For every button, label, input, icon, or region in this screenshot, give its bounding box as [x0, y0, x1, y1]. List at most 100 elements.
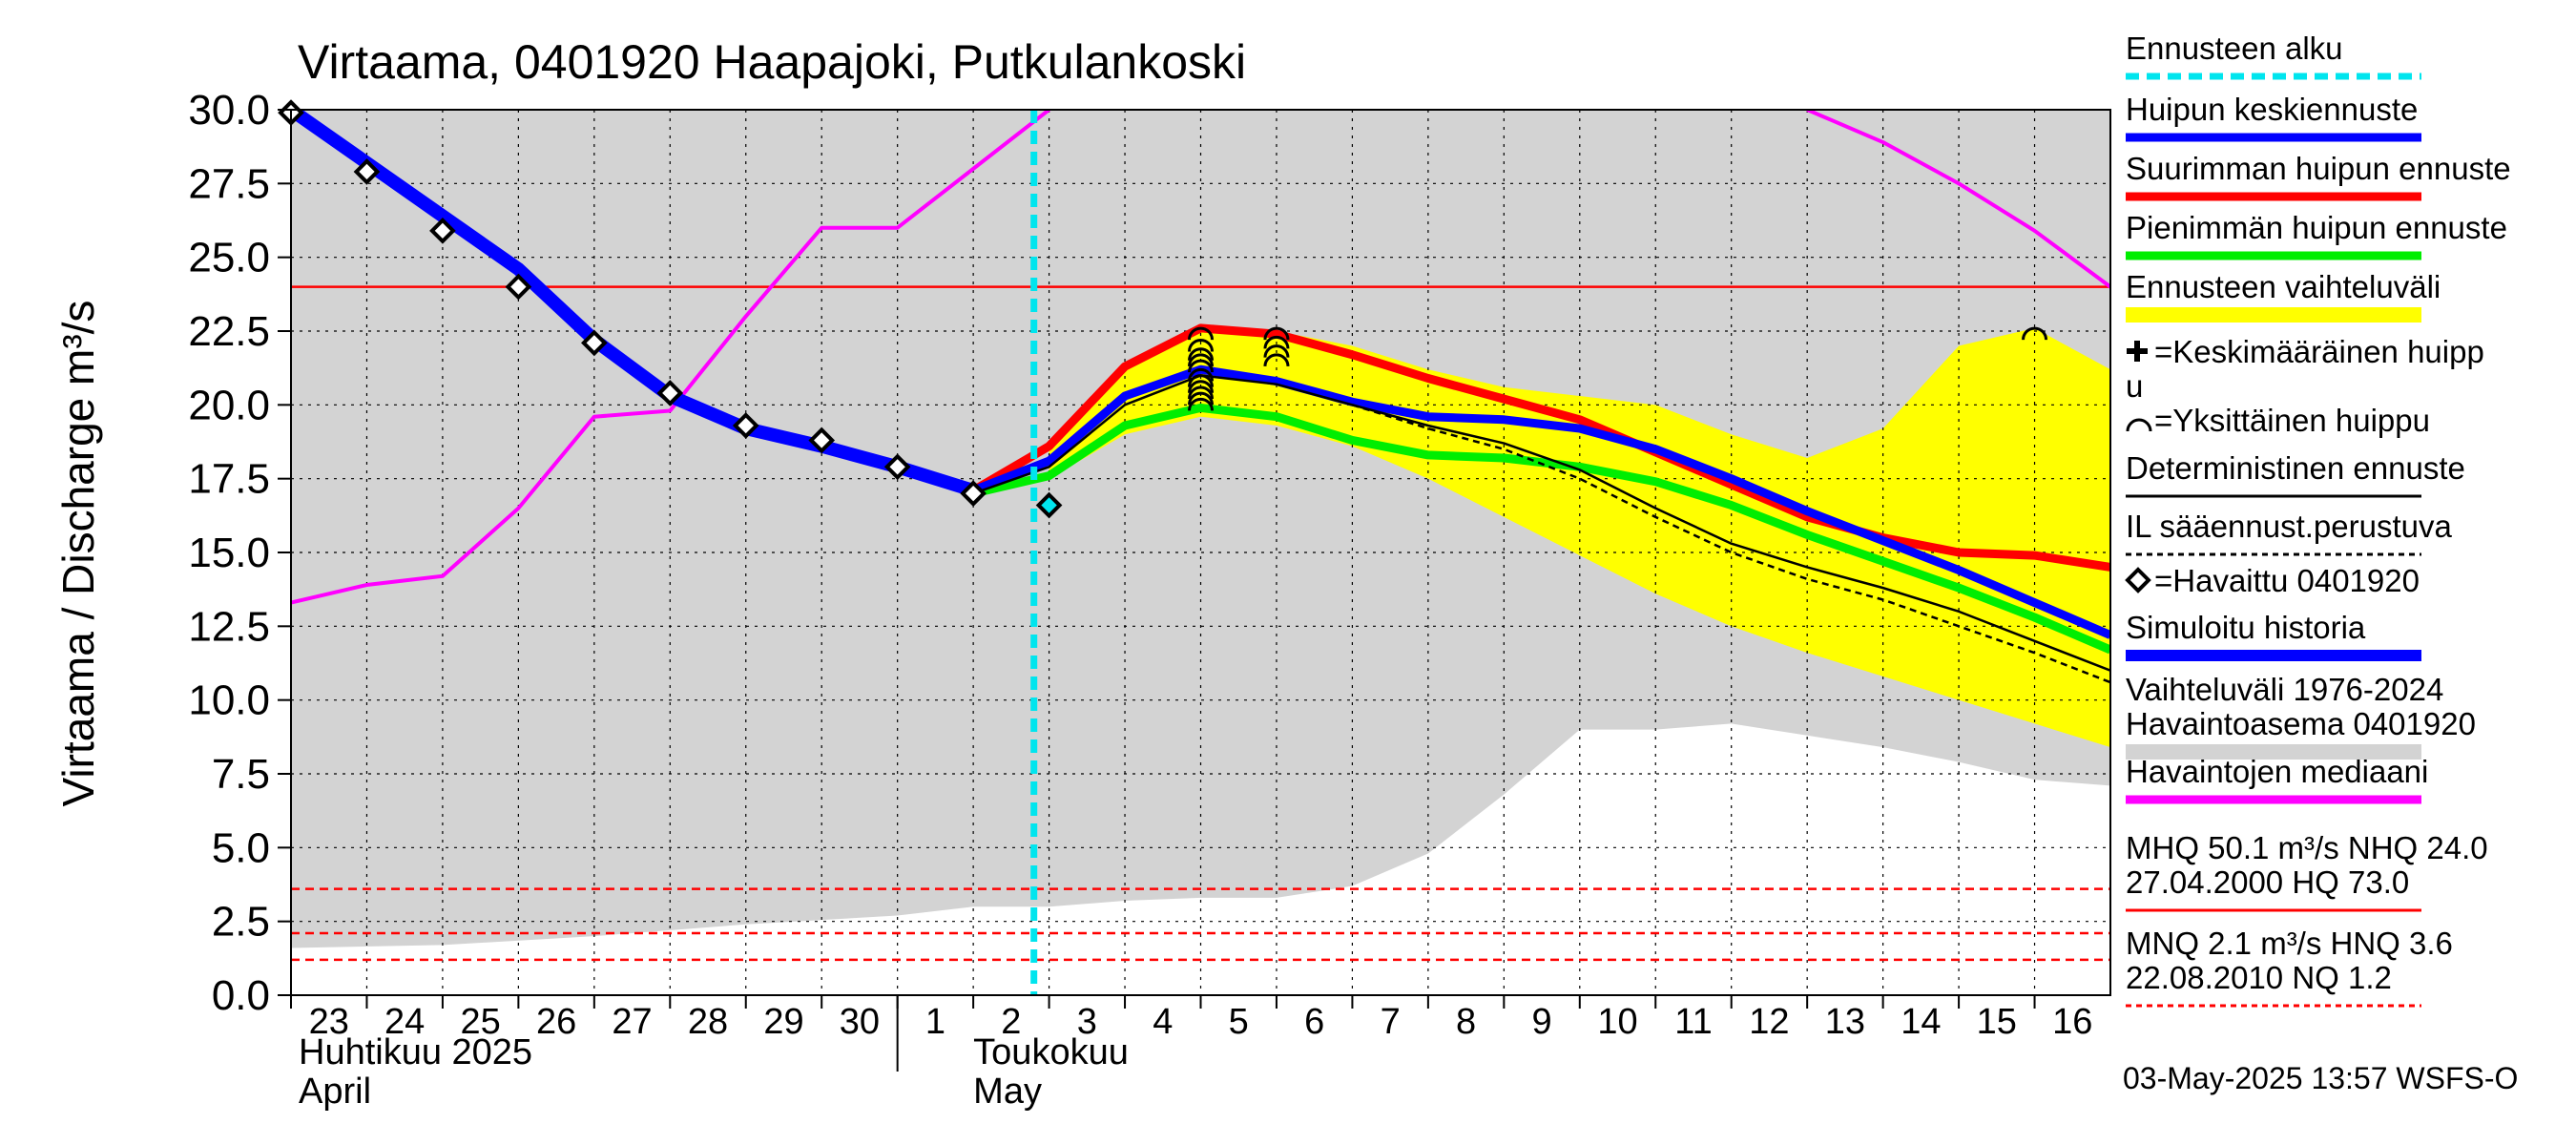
legend-label-2: u	[2126, 368, 2143, 404]
legend-label: Suurimman huipun ennuste	[2126, 151, 2511, 186]
timestamp: 03-May-2025 13:57 WSFS-O	[2123, 1061, 2518, 1095]
x-tick-label: 3	[1077, 1002, 1097, 1042]
y-axis-label: Virtaama / Discharge m³/s	[53, 301, 103, 807]
month-label-en: May	[973, 1072, 1042, 1112]
observed-point	[581, 329, 608, 357]
month-label: Toukokuu	[973, 1032, 1129, 1072]
y-tick-label: 5.0	[212, 824, 270, 871]
legend-label: Pienimmän huipun ennuste	[2126, 210, 2507, 245]
x-tick-label: 12	[1749, 1002, 1789, 1042]
x-tick-label: 29	[763, 1002, 803, 1042]
legend-swatch	[2126, 307, 2421, 323]
x-tick-label: 10	[1597, 1002, 1637, 1042]
legend-label: Deterministinen ennuste	[2126, 450, 2465, 486]
x-tick-label: 8	[1456, 1002, 1476, 1042]
observed-point	[808, 427, 836, 454]
x-tick-label: 27	[612, 1002, 652, 1042]
legend-label: Huipun keskiennuste	[2126, 92, 2418, 127]
x-tick-label: 28	[688, 1002, 728, 1042]
axes: 0.0 2.5 5.0 7.5 10.0 12.5 15.0 17.5 20.0 22.5 25.0…	[188, 87, 2111, 1112]
weather-forecast-line	[1352, 404, 2110, 684]
month-label: Huhtikuu 2025	[299, 1032, 532, 1072]
x-tick-label: 13	[1825, 1002, 1865, 1042]
x-tick-label: 14	[1901, 1002, 1941, 1042]
y-tick-label: 2.5	[212, 899, 270, 946]
single-peak-marker	[1188, 391, 1214, 406]
min-peak-forecast-line	[972, 403, 2110, 655]
y-tick-label: 30.0	[188, 87, 270, 134]
legend-label: =Yksittäinen huippu	[2154, 403, 2430, 438]
single-peak-marker	[1188, 359, 1214, 373]
median-line-late	[1806, 110, 2110, 289]
legend-swatch	[2126, 744, 2421, 760]
legend-diamond-icon	[2125, 567, 2151, 593]
x-tick-label: 15	[1977, 1002, 2017, 1042]
single-peak-marker	[1263, 344, 1290, 358]
x-tick-label: 11	[1674, 1002, 1712, 1042]
y-tick-label: 15.0	[188, 530, 270, 576]
observed-point	[353, 158, 381, 185]
legend-label: =Keskimääräinen huipp	[2154, 334, 2484, 369]
max-peak-forecast-line	[970, 323, 2110, 572]
x-tick-label: 2	[1001, 1002, 1021, 1042]
x-tick-label: 9	[1531, 1002, 1551, 1042]
y-tick-label: 0.0	[212, 972, 270, 1019]
legend-label: IL sääennust.perustuva	[2126, 509, 2452, 544]
legend-arc-icon	[2126, 418, 2152, 432]
legend-label: Simuloitu historia	[2126, 610, 2366, 645]
single-peak-marker	[1188, 353, 1214, 367]
legend-label: MNQ 2.1 m³/s HNQ 3.6	[2126, 926, 2453, 961]
plot-content	[291, 110, 2110, 995]
y-tick-label: 17.5	[188, 456, 270, 503]
y-tick-label: 12.5	[188, 603, 270, 650]
y-tick-label: 7.5	[212, 751, 270, 798]
legend-label: =Havaittu 0401920	[2154, 563, 2420, 598]
legend-label: Ennusteen alku	[2126, 31, 2343, 66]
single-peak-marker	[1188, 338, 1214, 352]
single-peak-marker	[1263, 335, 1290, 349]
legend-label: Havaintojen mediaani	[2126, 754, 2428, 789]
observed-point	[883, 453, 911, 481]
observed-point	[656, 380, 684, 406]
simulated-history-line	[291, 110, 976, 497]
deterministic-forecast-line	[972, 374, 2110, 672]
single-peak-marker	[1263, 326, 1290, 341]
single-peak-marker	[1188, 380, 1214, 393]
legend-label: Ennusteen vaihteluväli	[2126, 269, 2441, 304]
x-tick-label: 24	[384, 1002, 425, 1042]
x-tick-label: 30	[840, 1002, 880, 1042]
x-tick-label: 25	[461, 1002, 501, 1042]
x-tick-label: 6	[1304, 1002, 1324, 1042]
single-peak-marker	[1188, 385, 1214, 400]
y-tick-label: 20.0	[188, 382, 270, 428]
observed-point	[1035, 491, 1063, 519]
x-tick-label: 1	[925, 1002, 945, 1042]
plot-area	[278, 99, 2110, 995]
single-peak-marker	[1188, 397, 1214, 411]
month-label-en: April	[299, 1072, 371, 1112]
x-tick-label: 26	[536, 1002, 576, 1042]
observed-point	[732, 412, 759, 439]
legend-label: Vaihteluväli 1976-2024	[2126, 672, 2443, 707]
observed-point	[505, 273, 532, 301]
y-tick-label: 25.0	[188, 235, 270, 281]
x-tick-label: 4	[1153, 1002, 1173, 1042]
legend-label: MHQ 50.1 m³/s NHQ 24.0	[2126, 830, 2488, 865]
chart-title: Virtaama, 0401920 Haapajoki, Putkulankos…	[298, 35, 1246, 89]
y-tick-label: 22.5	[188, 308, 270, 355]
x-tick-label: 16	[2052, 1002, 2092, 1042]
single-peak-marker	[1188, 326, 1214, 341]
x-tick-label: 7	[1381, 1002, 1401, 1042]
single-peak-marker	[1188, 367, 1214, 382]
observed-point	[960, 480, 987, 507]
single-peak-marker	[1188, 374, 1214, 387]
single-peak-marker	[1188, 347, 1214, 361]
x-tick-label: 5	[1229, 1002, 1249, 1042]
legend: Ennusteen alku Huipun keskiennuste Suurimm…	[2125, 31, 2511, 1008]
observed-point	[429, 217, 456, 244]
y-tick-label: 10.0	[188, 677, 270, 724]
mean-peak-forecast-line	[971, 364, 2110, 639]
x-tick-label: 23	[309, 1002, 349, 1042]
single-peak-marker	[1263, 353, 1290, 367]
